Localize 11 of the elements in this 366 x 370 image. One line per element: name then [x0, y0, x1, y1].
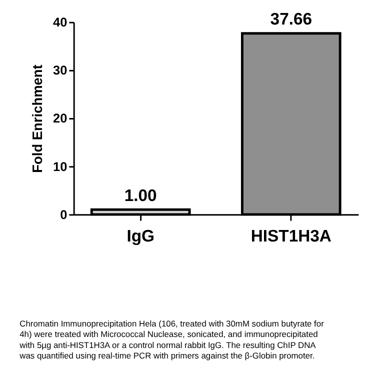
x-tick-label: HIST1H3A	[250, 226, 332, 246]
data-label: 1.00	[124, 186, 157, 205]
data-label: 37.66	[270, 10, 312, 29]
x-tick-label: IgG	[126, 226, 154, 246]
y-axis-title: Fold Enrichment	[30, 64, 46, 173]
y-tick-label: 20	[53, 110, 68, 126]
y-tick-label: 10	[53, 158, 68, 174]
y-tick-label: 30	[53, 62, 68, 78]
y-tick-label: 40	[53, 14, 68, 30]
y-tick-label: 0	[60, 206, 68, 222]
text: Chromatin Immunoprecipitation Hela (106, treated with 30mM sodium butyrate for 4h) were treated with Micrococcal Nuclease, sonicated, and immunoprecipitated with 5µg anti-HIST1H3A or a control normal rabbit IgG. The resulting ChIP DNA was quantified using real-time PCR with primers against the β-Globin promoter.	[18, 318, 324, 361]
